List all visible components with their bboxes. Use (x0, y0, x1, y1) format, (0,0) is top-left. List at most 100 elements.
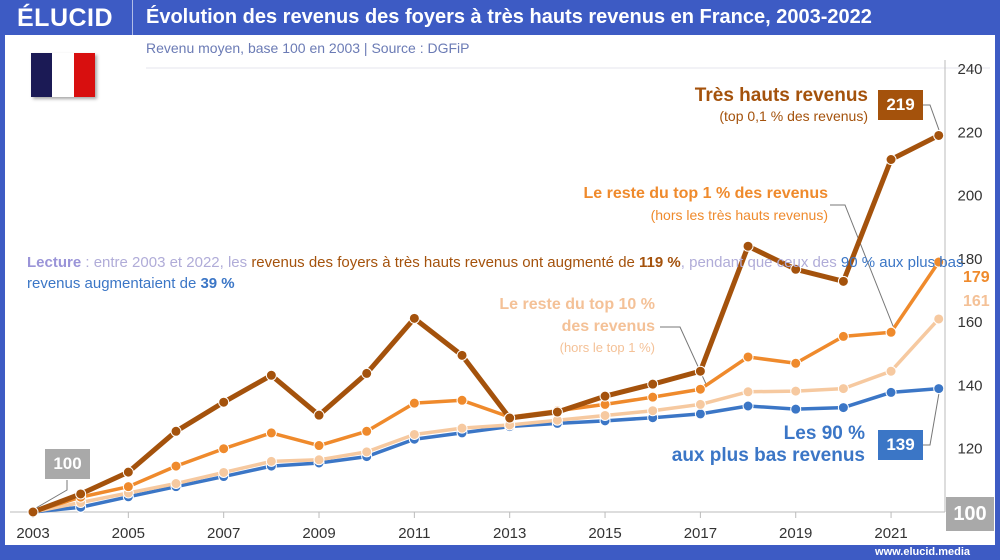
label-top10-sub: (hors le top 1 %) (559, 340, 655, 355)
y-tick-label: 240 (957, 61, 982, 78)
reading-text: 90 % aux plus bas revenus augmentaient d… (27, 254, 964, 292)
data-point (551, 406, 563, 418)
data-point (313, 454, 325, 466)
website-url[interactable]: www.elucid.media (875, 546, 970, 558)
data-point (170, 478, 182, 490)
data-point (408, 397, 420, 409)
x-tick-label: 2015 (588, 525, 621, 542)
data-point (170, 460, 182, 472)
reading-note: Lecture : entre 2003 et 2022, les revenu… (27, 252, 1000, 294)
data-point (456, 349, 468, 361)
data-point (790, 385, 802, 397)
reading-text: : entre 2003 et 2022, les (81, 254, 252, 271)
data-point (313, 440, 325, 452)
chart-panel (5, 35, 995, 545)
reading-text: revenus des foyers à très hauts revenus … (251, 254, 640, 271)
start-box-base: 100 (45, 449, 90, 479)
y-tick-label: 120 (957, 441, 982, 458)
data-point (265, 455, 277, 467)
data-point (456, 422, 468, 434)
series-line (32, 261, 941, 514)
data-point (933, 256, 945, 268)
data-point (122, 466, 134, 478)
label-top1-sub: (hors les très hauts revenus) (650, 207, 828, 223)
leader-top01 (923, 104, 940, 131)
data-point (933, 129, 945, 141)
x-tick-label: 2019 (779, 525, 812, 542)
data-point (694, 365, 706, 377)
data-point (122, 481, 134, 493)
leader-top10 (660, 326, 707, 385)
data-point (218, 466, 230, 478)
data-point (694, 383, 706, 395)
data-point (885, 153, 897, 165)
x-tick-label: 2005 (112, 525, 145, 542)
data-point (647, 405, 659, 417)
data-point (504, 412, 516, 424)
end-box-p90: 139 (878, 430, 923, 460)
data-point (837, 275, 849, 287)
france-flag-icon (31, 53, 95, 97)
y-tick-label: 180 (957, 251, 982, 268)
end-label-top10: 161 (963, 293, 990, 310)
data-point (647, 378, 659, 390)
end-label-top1: 179 (963, 269, 990, 286)
data-point (599, 390, 611, 402)
elucid-logo: ÉLUCID (17, 4, 114, 32)
data-point (742, 240, 754, 252)
data-point (885, 326, 897, 338)
data-point (456, 394, 468, 406)
label-top01-sub: (top 0,1 % des revenus) (719, 108, 868, 124)
x-tick-label: 2011 (398, 525, 430, 542)
data-point (790, 403, 802, 415)
chart-title: Évolution des revenus des foyers à très … (146, 6, 872, 28)
axis-base-box: 100 (946, 497, 994, 531)
data-point (265, 427, 277, 439)
series-line (32, 386, 939, 514)
data-point (408, 312, 420, 324)
data-point (75, 488, 87, 500)
end-box-top01: 219 (878, 90, 923, 120)
reading-text: , pendant que ceux des (680, 254, 841, 271)
data-point (837, 383, 849, 395)
data-point (313, 409, 325, 421)
y-tick-label: 220 (957, 124, 982, 141)
y-tick-label: 160 (957, 314, 982, 331)
data-point (837, 330, 849, 342)
x-tick-label: 2009 (302, 525, 335, 542)
data-point (790, 263, 802, 275)
data-point (742, 351, 754, 363)
label-top1-title: Le reste du top 1 % des revenus (583, 185, 828, 202)
data-point (27, 506, 39, 518)
data-point (218, 443, 230, 455)
data-point (647, 391, 659, 403)
x-tick-label: 2021 (874, 525, 907, 542)
label-top10-title2: des revenus (561, 318, 655, 335)
data-point (694, 398, 706, 410)
data-point (837, 402, 849, 414)
reading-value: 119 % (639, 254, 681, 271)
reading-value: 39 % (200, 275, 235, 292)
data-point (694, 408, 706, 420)
data-point (361, 425, 373, 437)
series-line (32, 317, 941, 514)
leader-top1 (830, 204, 894, 327)
x-tick-label: 2013 (493, 525, 526, 542)
x-tick-label: 2017 (684, 525, 717, 542)
data-point (408, 428, 420, 440)
data-point (599, 409, 611, 421)
data-point (742, 386, 754, 398)
leader-base (35, 480, 68, 509)
header-divider (132, 0, 133, 35)
label-p90-title2: aux plus bas revenus (671, 445, 865, 466)
reading-label: Lecture (27, 254, 82, 271)
leader-p90 (923, 392, 940, 446)
y-tick-label: 200 (957, 188, 982, 205)
data-point (170, 425, 182, 437)
data-point (265, 369, 277, 381)
x-tick-label: 2007 (207, 525, 240, 542)
y-tick-label: 140 (957, 377, 982, 394)
data-point (742, 400, 754, 412)
data-point (361, 367, 373, 379)
